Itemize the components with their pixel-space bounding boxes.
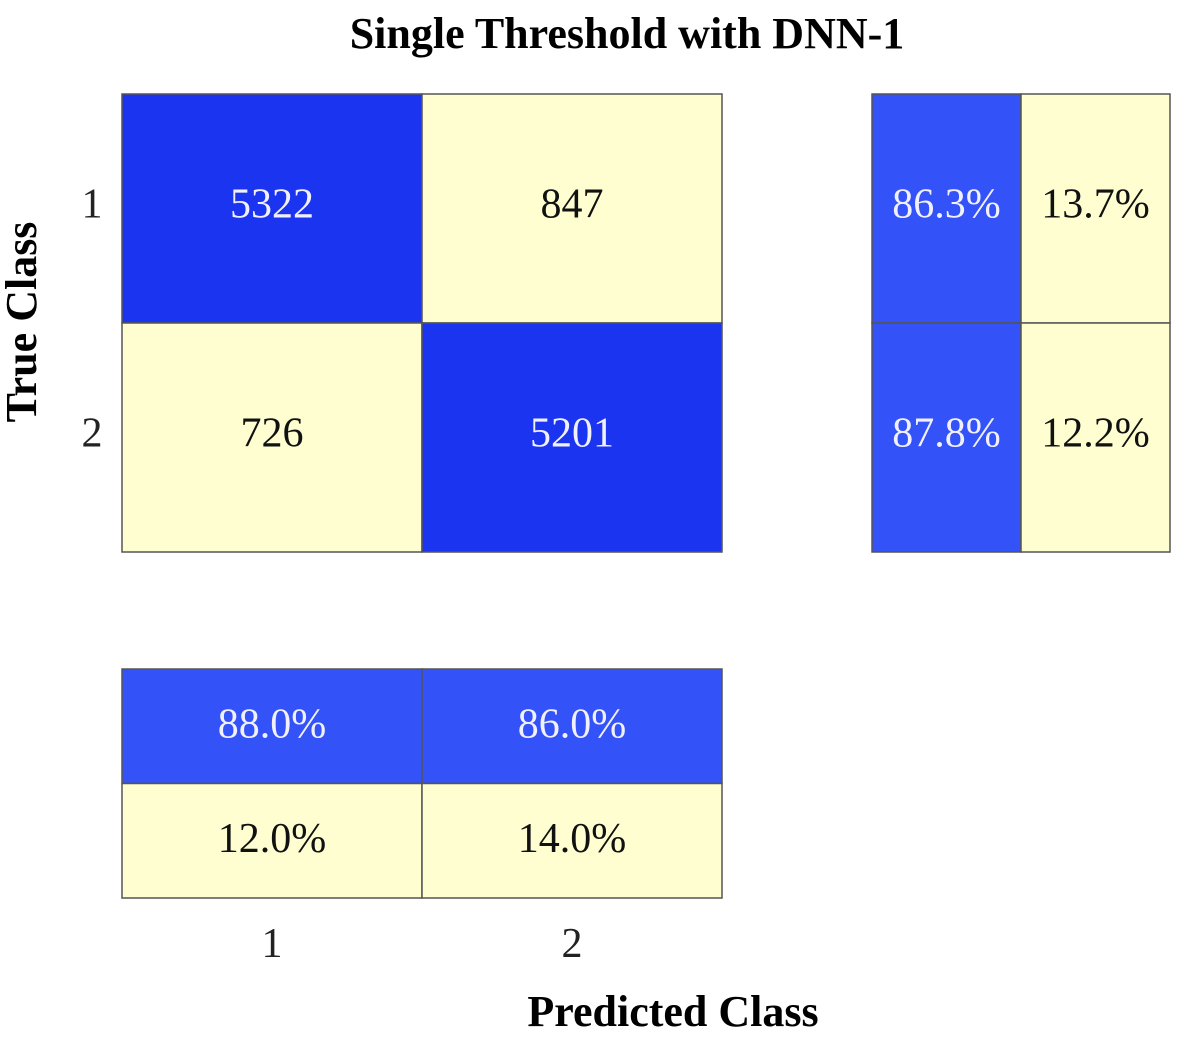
row-summary-value: 87.8%	[892, 411, 1001, 457]
chart-title: Single Threshold with DNN-1	[350, 9, 905, 58]
column-summary-panel: 88.0% 86.0% 12.0% 14.0%	[121, 668, 723, 899]
row-summary-panel: 86.3% 13.7% 87.8% 12.2%	[871, 93, 1171, 553]
y-tick-label: 2	[82, 411, 103, 457]
confusion-matrix: 5322 847 726 5201	[121, 93, 723, 553]
y-tick-labels: 12	[82, 182, 103, 457]
y-axis-label: True Class	[0, 222, 46, 423]
x-tick-label: 1	[262, 921, 283, 967]
row-summary-cell	[1020, 93, 1171, 324]
column-summary-value: 88.0%	[218, 701, 327, 747]
matrix-cell-value: 5322	[230, 182, 314, 228]
column-summary-cell	[421, 782, 723, 899]
row-summary-cell	[871, 93, 1022, 324]
row-summary-value: 86.3%	[892, 182, 1001, 228]
matrix-cell	[421, 93, 723, 324]
column-summary-value: 14.0%	[518, 816, 627, 862]
x-tick-label: 2	[562, 921, 583, 967]
column-summary-cell	[421, 668, 723, 785]
x-axis-label: Predicted Class	[527, 987, 818, 1036]
column-summary-value: 86.0%	[518, 701, 627, 747]
matrix-cell-value: 847	[541, 182, 604, 228]
row-summary-value: 13.7%	[1041, 182, 1150, 228]
row-summary-value: 12.2%	[1041, 411, 1150, 457]
row-summary-cell	[871, 322, 1022, 553]
matrix-cell-value: 726	[241, 411, 304, 457]
matrix-cell	[121, 93, 423, 324]
matrix-cell	[421, 322, 723, 553]
matrix-cell	[121, 322, 423, 553]
column-summary-value: 12.0%	[218, 816, 327, 862]
row-summary-cell	[1020, 322, 1171, 553]
y-tick-label: 1	[82, 182, 103, 228]
matrix-cell-value: 5201	[530, 411, 614, 457]
